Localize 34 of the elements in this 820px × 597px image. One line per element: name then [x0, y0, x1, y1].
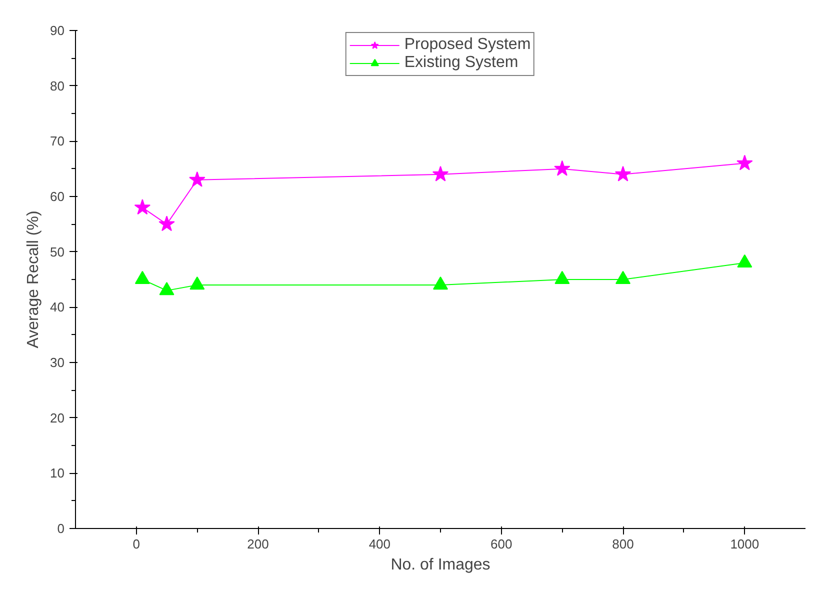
point	[134, 199, 151, 215]
legend-label: Existing System	[404, 54, 518, 72]
y-tick-label: 30	[50, 355, 65, 370]
y-tick-label: 50	[50, 244, 65, 260]
point	[614, 166, 632, 182]
x-tick-label: 0	[132, 536, 140, 552]
y-tick-label: 70	[50, 134, 65, 149]
y-tick-label: 10	[50, 466, 65, 481]
x-tick-label: 400	[368, 536, 391, 552]
point	[616, 270, 630, 284]
point	[554, 160, 570, 176]
y-tick-label: 90	[50, 23, 65, 38]
point	[189, 171, 206, 187]
y-tick-label: 0	[57, 521, 65, 536]
x-tick-label: 600	[490, 536, 512, 552]
y-tick-label: 20	[50, 410, 65, 426]
legend-label: Proposed System	[404, 36, 531, 54]
point	[432, 166, 449, 182]
point	[433, 276, 448, 290]
x-axis-title: No. of Images	[390, 556, 490, 574]
point	[159, 282, 174, 296]
point	[554, 270, 570, 284]
y-tick-label: 80	[50, 78, 65, 94]
y-tick-label: 60	[50, 189, 65, 204]
point	[736, 154, 753, 170]
point	[737, 254, 752, 268]
x-tick-label: 800	[612, 536, 634, 552]
y-axis-title: Average Recall (%)	[25, 210, 42, 348]
point	[134, 270, 150, 284]
x-tick-label: 1000	[730, 536, 760, 552]
point	[158, 216, 175, 232]
x-tick-label: 200	[247, 536, 269, 552]
y-tick-label: 40	[50, 300, 65, 315]
point	[190, 276, 205, 290]
